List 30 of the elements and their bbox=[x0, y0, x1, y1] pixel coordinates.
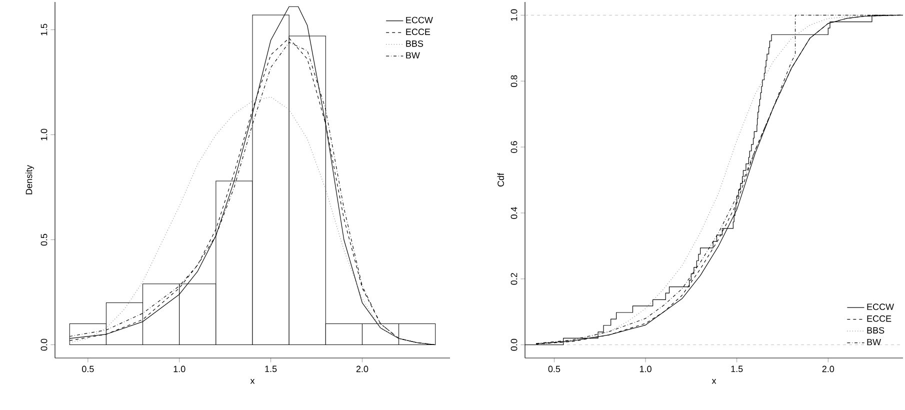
x-tick-label: 2.0 bbox=[822, 366, 834, 372]
legend-label: ECCE bbox=[406, 28, 430, 36]
y-tick-label: 0.2 bbox=[510, 273, 518, 285]
y-tick-label: 0.5 bbox=[40, 234, 48, 246]
y-tick-label: 0.4 bbox=[510, 206, 518, 219]
x-tick-label: 1.5 bbox=[265, 366, 277, 372]
y-tick-label: 1.5 bbox=[40, 24, 48, 36]
legend-label: ECCE bbox=[867, 315, 892, 322]
legend-label: BW bbox=[867, 338, 882, 346]
x-tick-label: 1.0 bbox=[640, 366, 652, 372]
legend-label: BBS bbox=[867, 327, 884, 334]
y-tick-label: 0.0 bbox=[40, 338, 48, 351]
y-tick-label: 0.8 bbox=[510, 75, 518, 88]
legend-label: BBS bbox=[406, 40, 424, 47]
y-tick-label: 1.0 bbox=[510, 9, 518, 21]
legend-label: BW bbox=[406, 52, 420, 58]
legend-label: ECCW bbox=[867, 304, 894, 310]
x-tick-label: 2.0 bbox=[356, 366, 368, 372]
y-axis-title: Cdf bbox=[497, 172, 504, 187]
x-axis-title: x bbox=[250, 379, 255, 384]
y-axis-title: Density bbox=[26, 165, 34, 194]
x-tick-label: 0.5 bbox=[82, 366, 94, 372]
x-axis-title: x bbox=[712, 379, 716, 384]
y-tick-label: 0.0 bbox=[510, 338, 518, 351]
x-tick-label: 1.5 bbox=[731, 366, 743, 372]
y-tick-label: 1.0 bbox=[40, 128, 48, 140]
legend-label: ECCW bbox=[406, 16, 433, 24]
x-tick-label: 1.0 bbox=[174, 366, 186, 372]
y-tick-label: 0.6 bbox=[510, 141, 518, 153]
x-tick-label: 0.5 bbox=[548, 366, 560, 372]
